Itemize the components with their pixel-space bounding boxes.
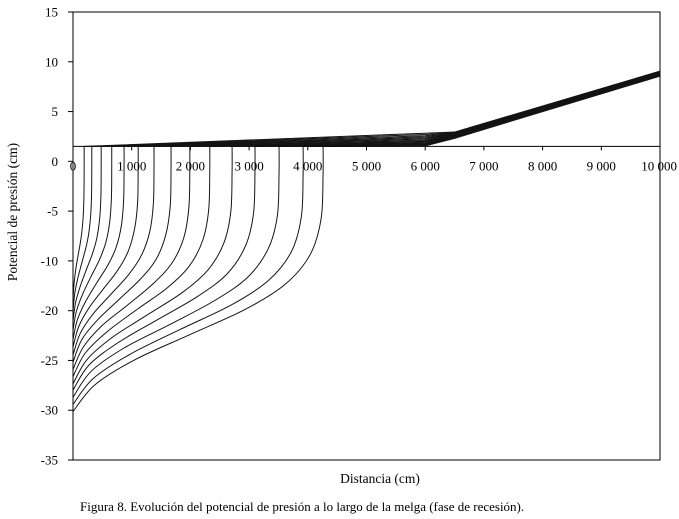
x-tick-label: 7 000	[469, 158, 498, 173]
y-tick-label: 5	[52, 104, 59, 119]
x-tick-label: 8 000	[528, 158, 557, 173]
y-tick-label: 0	[52, 154, 59, 169]
pressure-profile-line-6	[72, 72, 661, 348]
y-tick-label: -20	[41, 303, 58, 318]
x-tick-label: 6 000	[411, 158, 440, 173]
y-axis-title: Potencial de presión (cm)	[5, 143, 20, 281]
x-tick-label: 4 000	[293, 158, 322, 173]
pressure-profile-line-10	[72, 73, 661, 377]
pressure-profile-line-13	[72, 74, 661, 398]
x-tick-label: 10 000	[641, 158, 677, 173]
plot-frame	[72, 11, 661, 461]
plot-area: 0 1 000 2 000 3 000 4 000 5 000 6 000 7 000 8 00…	[41, 5, 677, 468]
x-tick-label: 9 000	[587, 158, 616, 173]
pressure-profile-line-9	[72, 73, 661, 370]
pressure-profile-line-5	[72, 72, 661, 340]
y-tick-label: -5	[47, 204, 58, 219]
x-axis-title: Distancia (cm)	[340, 471, 420, 486]
y-tick-label: -25	[41, 353, 58, 368]
pressure-profile-line-14	[72, 75, 661, 405]
pressure-profile-line-3	[72, 71, 661, 322]
pressure-profile-line-15	[72, 75, 661, 412]
figure-caption: Figura 8. Evolución del potencial de pre…	[80, 499, 524, 514]
x-tick-label: 1 000	[117, 158, 146, 173]
pressure-profile-line-12	[72, 74, 661, 391]
y-tick-label: -30	[41, 403, 58, 418]
y-tick-label: 15	[45, 5, 58, 20]
pressure-profile-line-11	[72, 74, 661, 385]
y-tick-label: -10	[41, 253, 58, 268]
pressure-profile-line-1	[72, 70, 661, 300]
pressure-profile-line-2	[72, 71, 661, 312]
y-tick-label: -35	[41, 453, 58, 468]
pressure-profile-line-7	[72, 72, 661, 356]
x-tick-label: 0	[70, 158, 77, 173]
pressure-profile-line-8	[72, 73, 661, 363]
x-tick-label: 2 000	[176, 158, 205, 173]
x-tick-label: 3 000	[234, 158, 263, 173]
y-tick-label: 10	[45, 54, 58, 69]
x-tick-label: 5 000	[352, 158, 381, 173]
pressure-profile-line-4	[72, 71, 661, 331]
